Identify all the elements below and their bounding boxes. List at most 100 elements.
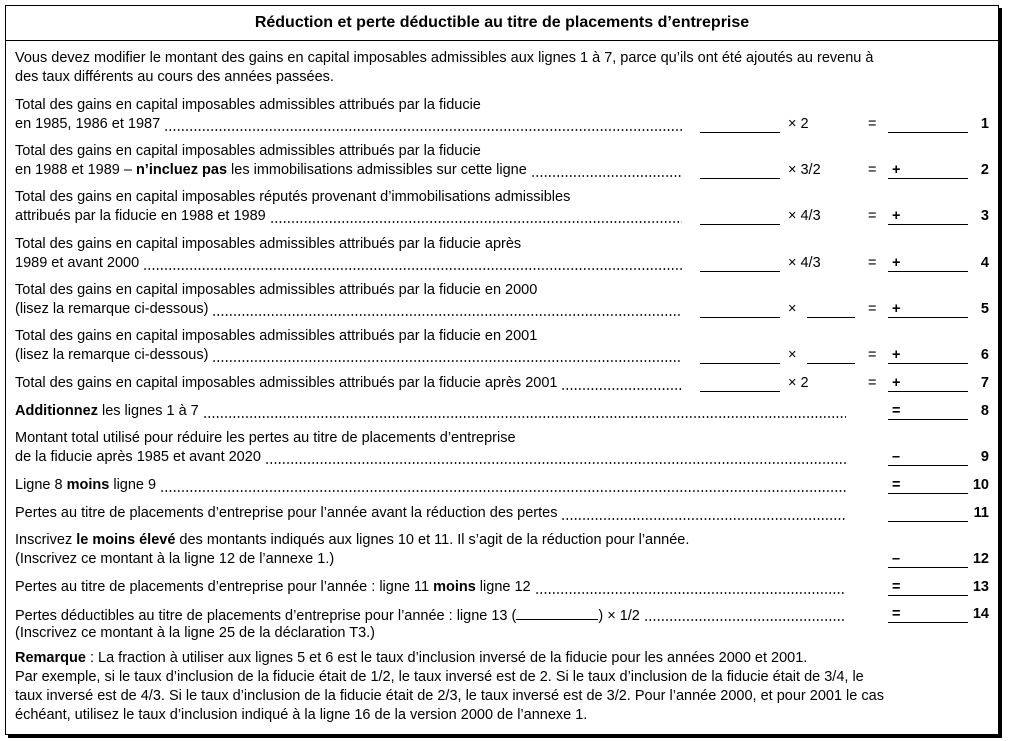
text-segment: Total des gains en capital imposables ad… — [15, 328, 538, 344]
text-segment: Par exemple, si le taux d’inclusion de l… — [15, 669, 864, 685]
leader-dots — [160, 490, 846, 492]
equals: = — [868, 116, 877, 132]
form: Réduction et perte déductible au titre d… — [5, 5, 999, 735]
result-field — [888, 476, 968, 494]
text-segment: les immobilisations admissibles sur cett… — [227, 162, 527, 178]
input-field — [700, 300, 780, 318]
text-segment: taux inversé est de 4/3. Si le taux d’in… — [15, 688, 884, 704]
leader-dots — [561, 518, 846, 520]
row-label: (lisez la remarque ci-dessous) — [15, 346, 208, 365]
equals: = — [868, 208, 877, 224]
factor: × 4/3 — [788, 255, 821, 271]
operator: – — [892, 551, 901, 567]
result-field — [888, 254, 968, 272]
result-field — [888, 578, 968, 596]
row-label: (Inscrivez ce montant à la ligne 25 de l… — [15, 624, 375, 643]
text-segment: des montants indiqués aux lignes 10 et 1… — [175, 532, 690, 548]
text-segment: le moins élevé — [76, 532, 176, 548]
input-field — [700, 161, 780, 179]
text-segment: en 1988 et 1989 – — [15, 162, 136, 178]
row-label: Pertes déductibles au titre de placement… — [15, 605, 640, 626]
line-number: 2 — [980, 162, 989, 178]
row-label: Pertes au titre de placements d’entrepri… — [15, 578, 531, 597]
row-label: (Inscrivez ce montant à la ligne 12 de l… — [15, 550, 334, 569]
leader-dots — [202, 416, 846, 418]
line-number: 11 — [973, 505, 989, 521]
result-field — [888, 161, 968, 179]
text-segment: Inscrivez — [15, 532, 77, 548]
result-field — [888, 346, 968, 364]
input-field — [700, 374, 780, 392]
text-segment: en 1985, 1986 et 1987 — [15, 116, 161, 132]
input-field — [700, 346, 780, 364]
text-segment: Total des gains en capital imposables ad… — [15, 282, 538, 298]
text-segment: Pertes au titre de placements d’entrepri… — [15, 505, 558, 521]
rate-field — [807, 300, 855, 318]
factor: × — [788, 301, 797, 317]
text-segment: les lignes 1 à 7 — [97, 403, 199, 419]
text-segment: Montant total utilisé pour réduire les p… — [15, 430, 516, 446]
row-label: Inscrivez le moins élevé des montants in… — [15, 531, 689, 550]
operator: = — [892, 579, 901, 595]
remark-line: échéant, utilisez le taux d’inclusion in… — [15, 706, 587, 725]
text-segment: : La fraction à utiliser aux lignes 5 et… — [85, 650, 808, 666]
text-segment: (Inscrivez ce montant à la ligne 25 de l… — [15, 625, 376, 641]
leader-dots — [164, 129, 682, 131]
leader-dots — [264, 462, 846, 464]
line-number: 6 — [980, 347, 989, 363]
result-field — [888, 605, 968, 623]
row-label: attribués par la fiducie en 1988 et 1989 — [15, 207, 266, 226]
text-segment: moins — [66, 477, 110, 493]
remark-line: taux inversé est de 4/3. Si le taux d’in… — [15, 687, 884, 706]
row-label: de la fiducie après 1985 et avant 2020 — [15, 448, 261, 467]
row-label: Ligne 8 moins ligne 9 — [15, 476, 156, 495]
text-segment: ligne 9 — [109, 477, 157, 493]
text-segment: de la fiducie après 1985 et avant 2020 — [15, 449, 261, 465]
line-number: 7 — [980, 375, 989, 391]
input-field — [700, 207, 780, 225]
intro-line: Vous devez modifier le montant des gains… — [15, 50, 874, 66]
result-field — [888, 504, 968, 522]
operator: + — [892, 208, 901, 224]
text-segment: Total des gains en capital imposables ré… — [15, 189, 571, 205]
leader-dots — [212, 360, 682, 362]
factor: × 4/3 — [788, 208, 821, 224]
form-title: Réduction et perte déductible au titre d… — [6, 6, 998, 41]
operator: = — [892, 477, 901, 493]
row-label: en 1988 et 1989 – n’incluez pas les immo… — [15, 161, 527, 180]
result-field — [888, 207, 968, 225]
equals: = — [868, 162, 877, 178]
text-segment: ligne 12 — [475, 579, 531, 595]
text-segment: Remarque — [15, 650, 86, 666]
leader-dots — [143, 268, 682, 270]
text-segment: n’incluez pas — [135, 162, 228, 178]
factor: × 3/2 — [788, 162, 821, 178]
operator: = — [892, 606, 901, 622]
line-number: 3 — [980, 208, 989, 224]
leader-dots — [561, 388, 682, 390]
text-segment: Ligne 8 — [15, 477, 67, 493]
rate-field — [807, 346, 855, 364]
text-segment: Total des gains en capital imposables ad… — [15, 143, 481, 159]
row-label: Pertes au titre de placements d’entrepri… — [15, 504, 557, 523]
factor: × — [788, 347, 797, 363]
leader-dots — [269, 221, 682, 223]
intro-line: des taux différents au cours des années … — [15, 69, 334, 85]
result-field — [888, 402, 968, 420]
text-segment: (lisez la remarque ci-dessous) — [15, 301, 209, 317]
result-field — [888, 448, 968, 466]
operator: + — [892, 347, 901, 363]
operator: + — [892, 375, 901, 391]
row-label: Montant total utilisé pour réduire les p… — [15, 429, 516, 448]
text-segment: (Inscrivez ce montant à la ligne 12 de l… — [15, 551, 335, 567]
equals: = — [868, 301, 877, 317]
row-label: (lisez la remarque ci-dessous) — [15, 300, 208, 319]
text-segment: Total des gains en capital imposables ad… — [15, 375, 558, 391]
equals: = — [868, 375, 877, 391]
text-segment: 1989 et avant 2000 — [15, 255, 140, 271]
leader-dots — [534, 592, 846, 594]
text-segment: Pertes au titre de placements d’entrepri… — [15, 579, 434, 595]
text-segment: Total des gains en capital imposables ad… — [15, 236, 522, 252]
text-segment: échéant, utilisez le taux d’inclusion in… — [15, 707, 588, 723]
